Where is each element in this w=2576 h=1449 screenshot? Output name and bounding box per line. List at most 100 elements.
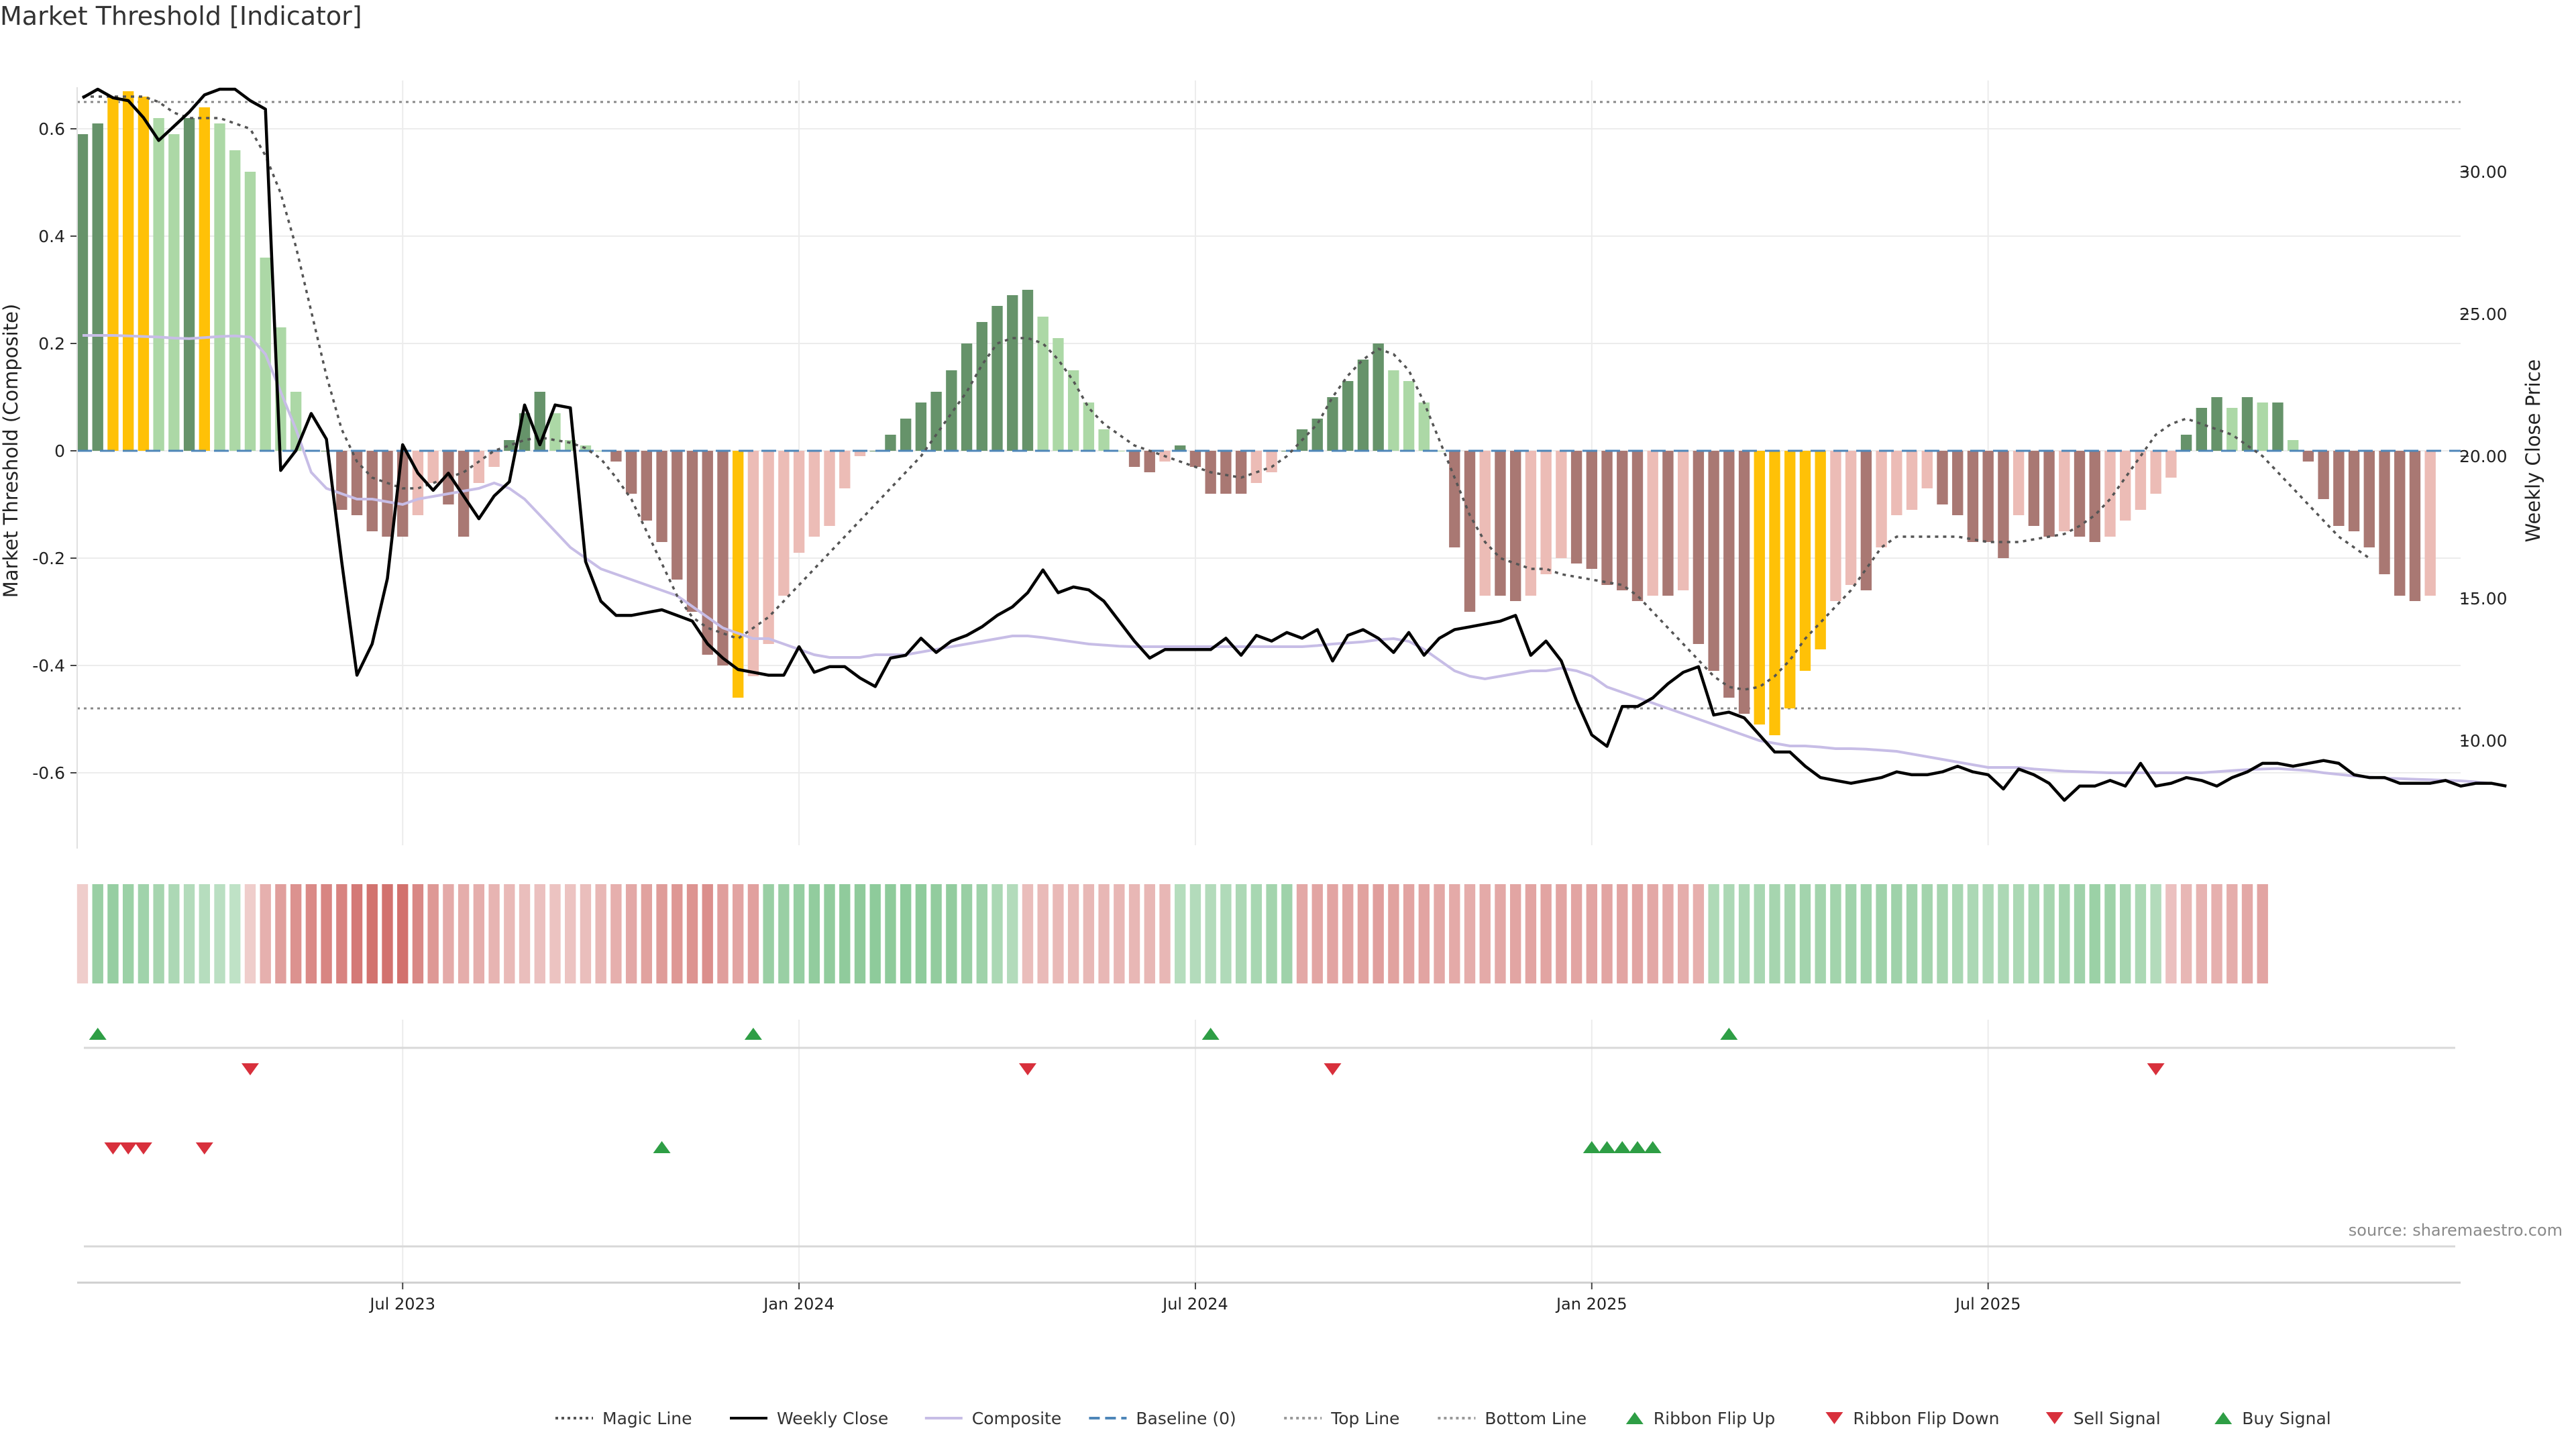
left-tick-label: -0.6 bbox=[32, 763, 65, 783]
ribbon-cell bbox=[519, 884, 531, 983]
ribbon-cell bbox=[1967, 884, 1979, 983]
ribbon-cell bbox=[534, 884, 545, 983]
composite-bar bbox=[2379, 451, 2390, 574]
ribbon-cell bbox=[412, 884, 424, 983]
ribbon-cell bbox=[1815, 884, 1826, 983]
composite-bar bbox=[1403, 381, 1415, 451]
composite-bar bbox=[1373, 343, 1384, 451]
buy-signal-marker bbox=[653, 1141, 671, 1153]
ribbon-cell bbox=[900, 884, 912, 983]
buy-signal-marker bbox=[1628, 1141, 1646, 1153]
right-tick-label: 25.00 bbox=[2459, 305, 2508, 324]
ribbon-cell bbox=[1250, 884, 1263, 983]
ribbon-cell bbox=[1175, 884, 1186, 983]
composite-bar bbox=[336, 451, 347, 510]
ribbon-cell bbox=[1205, 884, 1216, 983]
composite-bar bbox=[153, 118, 164, 451]
ribbon-cell bbox=[1647, 884, 1658, 983]
ribbon-cell bbox=[1296, 884, 1308, 983]
ribbon-cell bbox=[1464, 884, 1476, 983]
ribbon-cell bbox=[351, 884, 363, 983]
composite-bar bbox=[2394, 451, 2406, 596]
ribbon-cell bbox=[305, 884, 317, 983]
legend-item: Ribbon Flip Down bbox=[1825, 1409, 1999, 1428]
ribbon-cell bbox=[869, 884, 881, 983]
composite-bar bbox=[946, 370, 957, 451]
composite-bar bbox=[382, 451, 393, 537]
composite-bar bbox=[1525, 451, 1537, 596]
composite-bar bbox=[1510, 451, 1521, 601]
ribbon-cell bbox=[717, 884, 729, 983]
composite-bar bbox=[92, 123, 103, 451]
composite-bar bbox=[1860, 451, 1872, 590]
composite-bar bbox=[2028, 451, 2040, 526]
ribbon-cell bbox=[488, 884, 500, 983]
left-tick-label: 0 bbox=[54, 441, 65, 461]
ribbon-cell bbox=[321, 884, 332, 983]
ribbon-cell bbox=[1708, 884, 1719, 983]
ribbon-cell bbox=[2012, 884, 2025, 983]
ribbon-cell bbox=[656, 884, 667, 983]
composite-bar bbox=[473, 451, 485, 483]
right-tick-label: 10.00 bbox=[2459, 731, 2508, 751]
composite-bar bbox=[168, 134, 180, 451]
ribbon-cell bbox=[1617, 884, 1628, 983]
ribbon-cell bbox=[1357, 884, 1369, 983]
composite-bar bbox=[1891, 451, 1902, 515]
legend-marker bbox=[2045, 1412, 2063, 1424]
ribbon-cell bbox=[229, 884, 241, 983]
x-tick-label: Jan 2025 bbox=[1555, 1295, 1627, 1313]
ribbon-cell bbox=[1723, 884, 1735, 983]
ribbon-cell bbox=[702, 884, 713, 983]
sell-signal-marker bbox=[195, 1142, 213, 1155]
composite-bar bbox=[1311, 419, 1323, 451]
composite-bar bbox=[1631, 451, 1644, 601]
ribbon-cell bbox=[1586, 884, 1597, 983]
ribbon-cell bbox=[504, 884, 515, 983]
legend-label: Ribbon Flip Down bbox=[1853, 1409, 1999, 1428]
ribbon-cell bbox=[1114, 884, 1125, 983]
ribbon-cell bbox=[1235, 884, 1247, 983]
ribbon-cell bbox=[397, 884, 409, 983]
legend-label: Ribbon Flip Up bbox=[1654, 1409, 1775, 1428]
legend-item: Weekly Close bbox=[730, 1409, 888, 1428]
composite-bar bbox=[1693, 451, 1705, 644]
composite-bar bbox=[443, 451, 454, 504]
ribbon-cell bbox=[138, 884, 150, 983]
left-tick-label: -0.2 bbox=[32, 549, 65, 568]
composite-bar bbox=[2363, 451, 2375, 547]
ribbon-cell bbox=[1891, 884, 1902, 983]
ribbon-cell bbox=[839, 884, 851, 983]
ribbon-cell bbox=[275, 884, 286, 983]
composite-bar bbox=[1601, 451, 1613, 585]
ribbon-cell bbox=[1266, 884, 1277, 983]
right-axis: 30.00 25.00 20.00 15.00 10.00 Weekly Close Pr… bbox=[2459, 162, 2544, 751]
composite-bar bbox=[839, 451, 851, 488]
right-tick-label: 20.00 bbox=[2459, 447, 2508, 466]
composite-bar bbox=[1342, 381, 1354, 451]
composite-bar bbox=[2241, 397, 2253, 451]
left-tick-label: 0.2 bbox=[38, 334, 65, 354]
composite-bar bbox=[793, 451, 805, 553]
ribbon-cell bbox=[214, 884, 225, 983]
legend-item: Top Line bbox=[1284, 1409, 1399, 1428]
composite-bar bbox=[2272, 402, 2284, 451]
ribbon-cell bbox=[1022, 884, 1034, 983]
ribbon-flip-down-marker bbox=[1324, 1063, 1342, 1075]
ribbon-cell bbox=[747, 884, 759, 983]
composite-bar bbox=[366, 451, 378, 531]
ribbon-cell bbox=[1525, 884, 1537, 983]
composite-bar bbox=[1449, 451, 1460, 547]
ribbon-cell bbox=[1449, 884, 1460, 983]
legend-item: Ribbon Flip Up bbox=[1625, 1409, 1775, 1428]
composite-bar bbox=[76, 134, 89, 451]
ribbon-cell bbox=[1570, 884, 1582, 983]
ribbon-cell bbox=[1952, 884, 1964, 983]
composite-bar bbox=[1144, 451, 1155, 472]
ribbon-cell bbox=[1937, 884, 1948, 983]
composite-bar bbox=[763, 451, 774, 644]
composite-bar bbox=[2333, 451, 2345, 526]
ribbon-cell bbox=[1037, 884, 1049, 983]
legend-label: Composite bbox=[972, 1409, 1061, 1428]
left-tick-label: 0.6 bbox=[38, 119, 65, 139]
